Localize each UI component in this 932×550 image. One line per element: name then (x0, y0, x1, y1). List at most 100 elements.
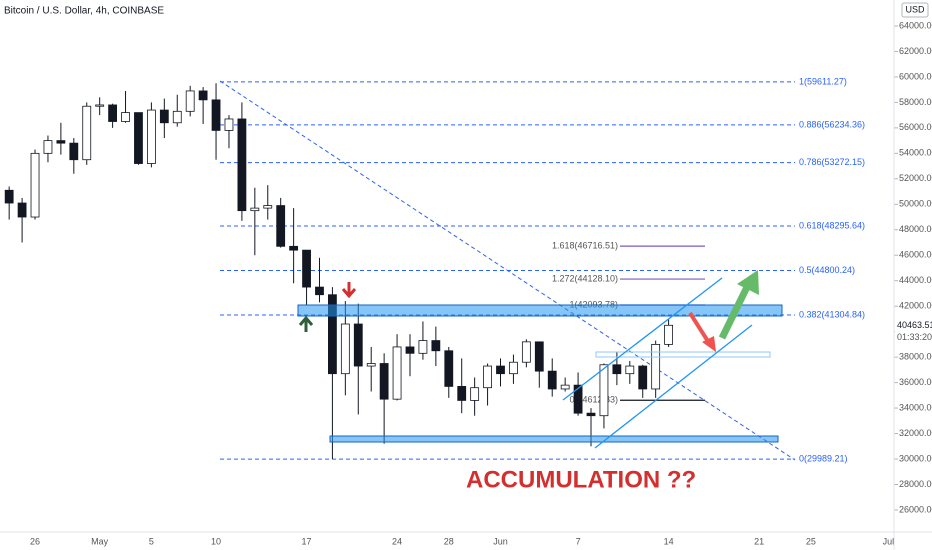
last-price-box (895, 318, 932, 345)
chart-title: Bitcoin / U.S. Dollar, 4h, COINBASE (4, 6, 164, 17)
y-tick-label: 36000.00 (899, 377, 932, 387)
fib-extension-label: 1(42093.78) (569, 299, 618, 309)
candle-body (664, 324, 673, 345)
x-tick-label: 7 (576, 536, 581, 546)
x-tick-label: May (91, 536, 109, 546)
x-tick-label: 21 (754, 536, 764, 546)
candle-body (431, 340, 441, 352)
y-tick-label: 30000.00 (899, 453, 932, 463)
y-tick-label: 28000.00 (899, 479, 932, 489)
x-tick-label: 24 (392, 536, 402, 546)
x-tick-label: 14 (664, 536, 674, 546)
y-tick-label: 42000.00 (899, 301, 932, 311)
candle-body (560, 384, 570, 390)
arrow (688, 311, 711, 345)
countdown: 01:33:20 (897, 332, 932, 342)
y-tick-label: 52000.00 (899, 173, 932, 183)
candle-body (573, 384, 583, 414)
candle-body (4, 189, 14, 204)
candle-body (599, 364, 609, 417)
currency: USD (905, 4, 925, 14)
fib-extension-label: 1.272(44128.10) (552, 273, 618, 283)
fib-label: 0.886(56234.36) (799, 119, 865, 129)
candle-body (340, 323, 350, 375)
arrow (718, 283, 752, 340)
candle-body (625, 365, 635, 375)
candle-body (379, 363, 389, 400)
x-tick-label: Jun (493, 536, 508, 546)
candle-body (509, 361, 518, 375)
candle-body (366, 363, 376, 367)
resistance-zone (297, 304, 783, 317)
x-tick-label: 25 (806, 536, 816, 546)
candle-body (95, 104, 105, 107)
candle-body (547, 370, 557, 390)
x-tick-label: 28 (444, 536, 454, 546)
y-tick-label: 56000.00 (899, 122, 932, 132)
candle-body (521, 341, 531, 363)
candle-body (418, 340, 428, 354)
x-tick-label: 26 (30, 536, 40, 546)
fib-label: 0(29989.21) (799, 454, 848, 464)
annotation: ACCUMULATION ?? (466, 466, 696, 493)
currency-box (901, 2, 929, 18)
chart-layer: 26000.00 28000.00 30000.00 32000.00 34000.00… (4, 20, 932, 546)
last-price: 40463.51 (897, 320, 932, 330)
candle-body (496, 365, 505, 375)
x-tick-label: 10 (211, 536, 221, 546)
down-arrow (341, 282, 357, 299)
fib-label: 0.5(44800.24) (799, 265, 855, 275)
y-tick-label: 62000.00 (899, 46, 932, 56)
candle-body (263, 205, 273, 209)
candle-body (457, 386, 467, 401)
y-tick-label: 46000.00 (899, 250, 932, 260)
candle-body (185, 90, 195, 112)
candle-body (250, 207, 260, 212)
candle-body (302, 249, 311, 288)
fib-label: 0.382(41304.84) (799, 309, 865, 319)
candle-body (289, 245, 299, 251)
arrow-head (702, 336, 716, 352)
candle-body (328, 294, 337, 375)
fib-extension-label: 1.618(46716.51) (552, 240, 618, 250)
candle-body (237, 118, 247, 212)
fib-label: 0.786(53272.15) (799, 157, 865, 167)
candle-body (276, 205, 286, 247)
candle-body (30, 152, 40, 218)
drawings (297, 270, 783, 449)
candle-body (612, 364, 622, 375)
candle-body (353, 323, 363, 367)
y-tick-label: 32000.00 (899, 428, 932, 438)
candle-body (198, 90, 208, 101)
y-tick-label: 34000.00 (899, 402, 932, 412)
candle-body (108, 104, 118, 122)
y-tick-label: 26000.00 (899, 504, 932, 514)
y-tick-label: 60000.00 (899, 71, 932, 81)
candle-body (121, 112, 130, 122)
up-arrow (298, 315, 314, 332)
fib-label: 0.618(48295.64) (799, 220, 865, 230)
candle-body (638, 365, 648, 390)
y-tick-label: 50000.00 (899, 199, 932, 209)
candle-body (586, 412, 596, 417)
support-zone (329, 435, 779, 443)
candle-body (224, 118, 234, 131)
y-tick-label: 38000.00 (899, 352, 932, 362)
y-tick-label: 58000.00 (899, 97, 932, 107)
channel-line (562, 277, 723, 401)
y-tick-label: 44000.00 (899, 275, 932, 285)
candle-body (405, 346, 415, 354)
x-tick-label: 17 (302, 536, 312, 546)
candle-body (159, 109, 169, 124)
arrow-head (737, 270, 759, 295)
fib-label: 1(59611.27) (799, 76, 847, 86)
candle-body (82, 105, 92, 161)
candle-body (392, 346, 402, 400)
candle-body (470, 387, 480, 401)
x-tick-label: Jul (883, 536, 895, 546)
x-tick-label: 5 (149, 536, 154, 546)
candle-body (69, 142, 79, 161)
